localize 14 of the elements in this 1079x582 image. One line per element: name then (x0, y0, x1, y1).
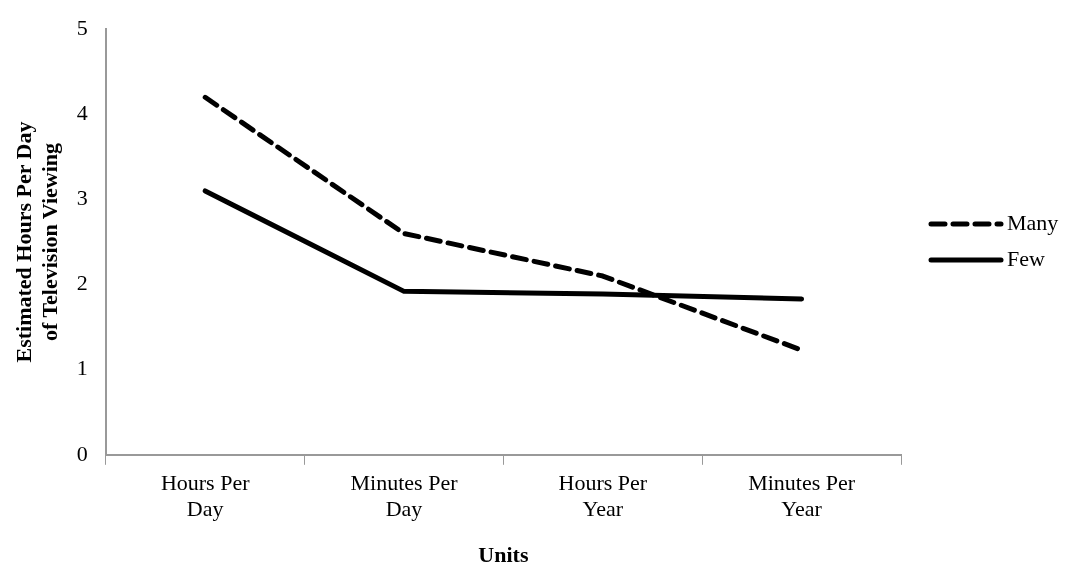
y-tick-label: 5 (76, 14, 88, 40)
y-tick-label: 2 (76, 270, 88, 296)
y-tick-label: 3 (76, 185, 88, 211)
x-tick-label: Minutes Per Year (748, 469, 856, 522)
x-tick-label: Hours Per Day (160, 469, 251, 522)
y-tick-label: 1 (76, 355, 88, 381)
x-tick-label: Minutes Per Day (350, 469, 459, 522)
legend-label: Few (1007, 245, 1045, 271)
y-tick-label: 0 (76, 440, 88, 466)
legend-label: Many (1007, 209, 1059, 235)
y-axis-title: Estimated Hours Per Day of Television Viewing (10, 121, 63, 363)
x-tick-label: Hours Per Year (558, 469, 648, 522)
y-tick-label: 4 (76, 100, 88, 126)
x-axis-title: Units (478, 542, 529, 568)
